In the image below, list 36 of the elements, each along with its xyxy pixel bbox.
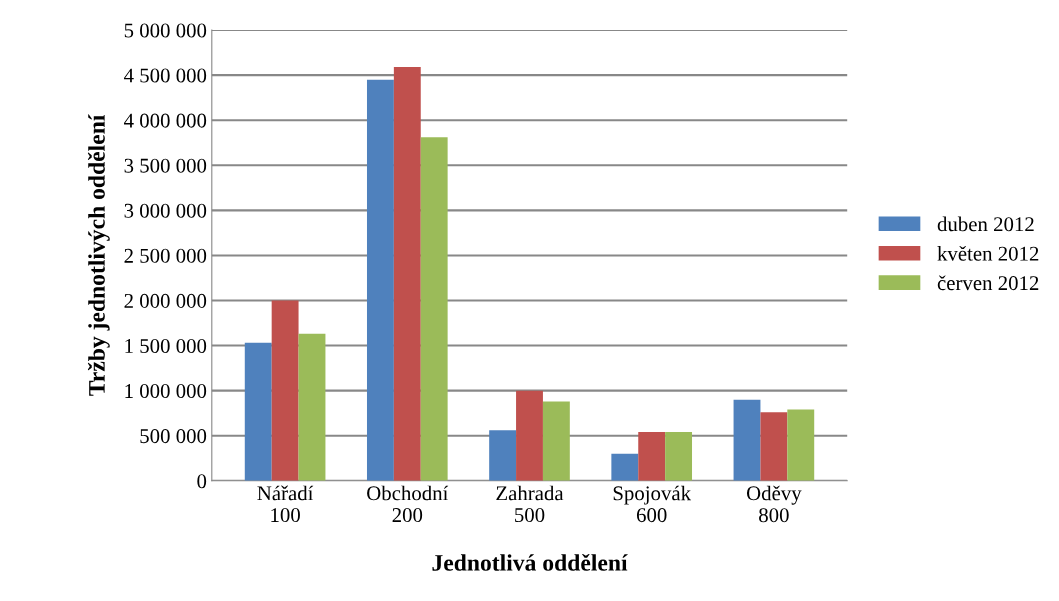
bar [542,401,570,481]
bar [638,432,666,481]
legend-label: květen 2012 [937,246,1039,261]
y-tick-label: 3 500 000 [124,158,207,173]
legend-label: červen 2012 [937,275,1039,291]
bar [271,300,299,481]
bar [298,333,326,481]
y-tick-label: 4 000 000 [124,113,207,128]
x-tick-label: Oděvy 800 [746,485,802,523]
y-tick-label: 4 500 000 [124,68,207,83]
bar [760,412,788,481]
legend-label: duben 2012 [937,216,1034,232]
y-tick-label: 1 000 000 [125,384,207,399]
bar [611,453,639,481]
bar [393,67,421,481]
bar [733,399,761,481]
y-tick-label: 3 000 000 [124,203,207,218]
bar [420,137,448,481]
y-tick-label: 0 [197,474,207,489]
bar [366,79,394,481]
x-tick-label: Zahrada 500 [496,485,564,523]
y-tick-label: 500 000 [140,429,207,444]
y-tick-label: 2 000 000 [124,293,207,308]
y-tick-label: 1 500 000 [125,338,207,354]
y-axis-title: Tržby jednotlivých oddělení [87,114,110,396]
bar [787,409,815,481]
bar [244,342,272,481]
x-tick-label: Spojovák 600 [613,485,692,523]
bar [489,430,517,481]
x-tick-label: Obchodní 200 [367,485,449,523]
bar [665,432,693,481]
x-tick-label: Nářadí 100 [257,485,314,523]
y-tick-label: 5 000 000 [124,23,207,38]
bar [516,390,543,481]
y-tick-label: 2 500 000 [124,248,207,263]
x-axis-title: Jednotlivá oddělení [432,553,628,571]
